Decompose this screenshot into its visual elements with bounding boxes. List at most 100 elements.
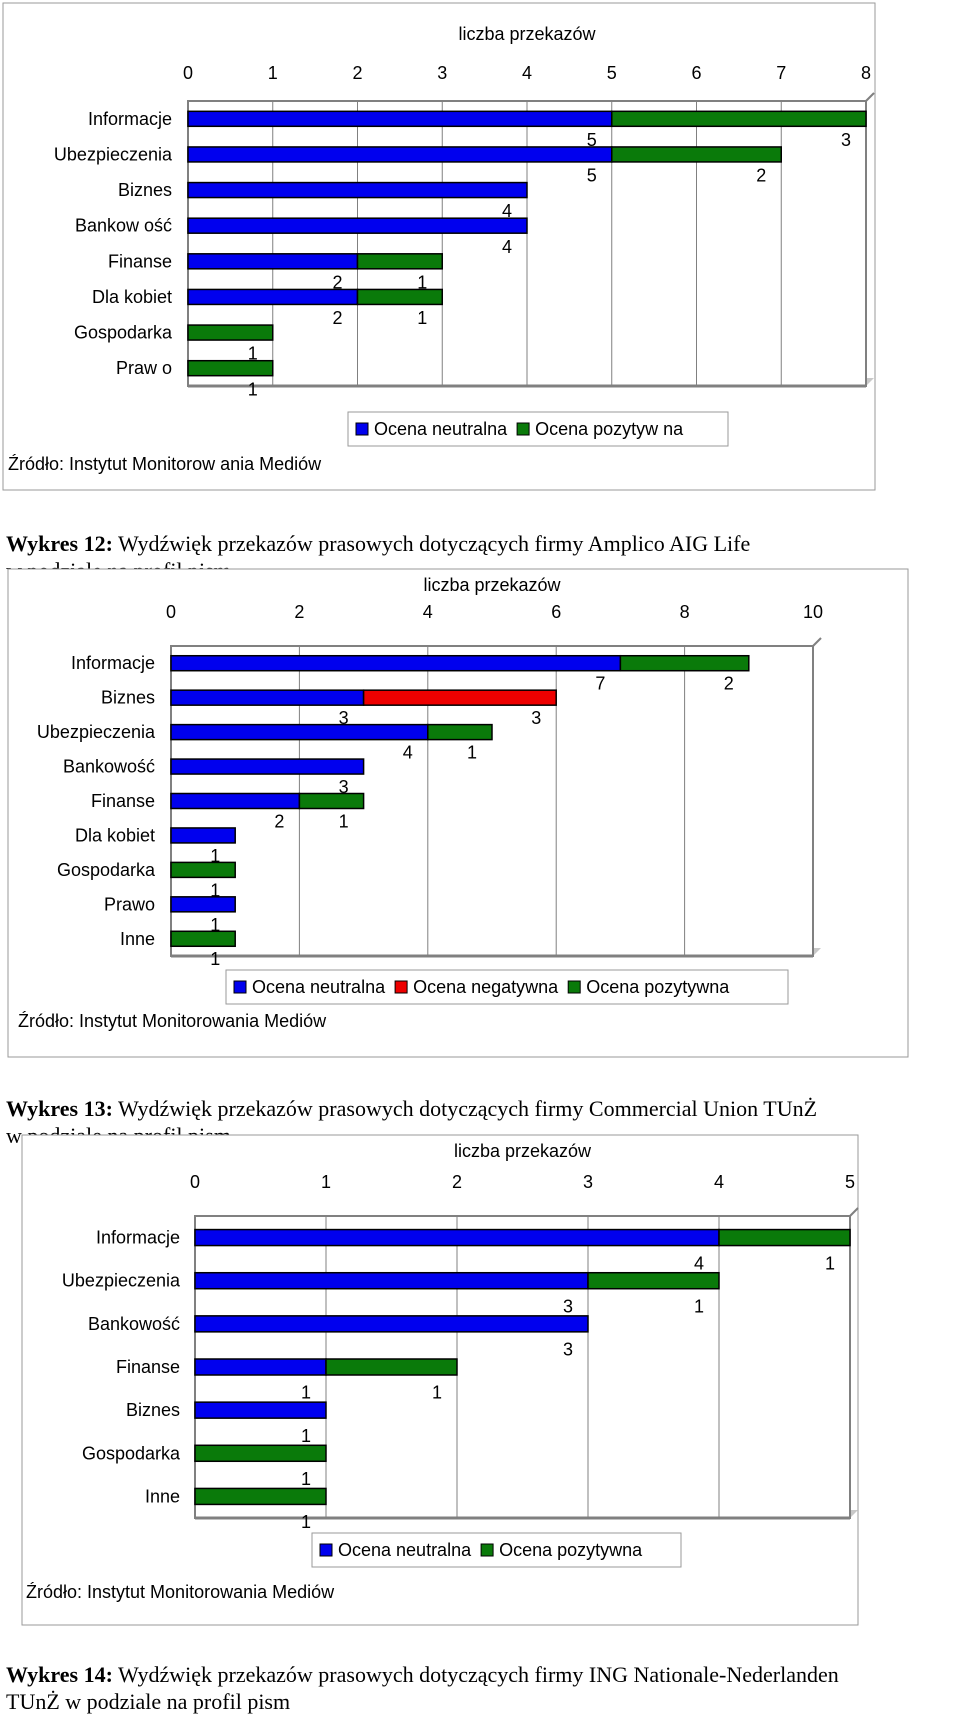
- bar-segment: [170, 861, 236, 879]
- bar-segment: [187, 359, 274, 377]
- data-label: 3: [531, 708, 541, 728]
- source-note: Źródło: Instytut Monitorowania Mediów: [18, 1011, 327, 1031]
- chart-12: liczba przekazów 0 1 2 3 4 5 6 7 8 Informacje 5 3 Ube…: [2, 2, 876, 491]
- legend-box: [225, 969, 789, 1005]
- bar-segment: [325, 1358, 458, 1376]
- legend-label: Ocena neutralna: [252, 977, 386, 997]
- x-tick-label: 2: [352, 63, 362, 83]
- caption-label-14: Wykres 14:: [6, 1662, 113, 1687]
- legend-label: Ocena neutralna: [374, 419, 508, 439]
- plot-edge: [865, 92, 875, 102]
- x-tick-label: 6: [551, 602, 561, 622]
- plot-edge: [812, 637, 822, 647]
- bar-segment: [362, 689, 557, 706]
- bar-segment: [170, 896, 236, 913]
- data-label: 4: [502, 237, 512, 257]
- category-label: Ubezpieczenia: [54, 144, 173, 164]
- legend-label: Ocena neutralna: [338, 1540, 472, 1560]
- data-label: 1: [467, 743, 477, 763]
- data-label: 5: [587, 166, 597, 186]
- category-label: Gospodarka: [57, 860, 156, 880]
- data-label: 5: [587, 130, 597, 150]
- data-label: 2: [332, 308, 342, 328]
- category-label: Ubezpieczenia: [37, 722, 156, 742]
- category-label: Inne: [120, 929, 155, 949]
- source-note: Źródło: Instytut Monitorow ania Mediów: [8, 454, 322, 474]
- legend-label: Ocena negatywna: [413, 977, 559, 997]
- legend-label: Ocena pozytyw na: [535, 419, 684, 439]
- legend-swatch: [567, 980, 581, 994]
- bar-segment: [194, 1228, 720, 1247]
- data-label: 1: [417, 308, 427, 328]
- category-label: Informacje: [96, 1228, 180, 1248]
- data-label: 4: [502, 201, 512, 221]
- data-label: 1: [301, 1512, 311, 1532]
- x-tick-label: 3: [437, 63, 447, 83]
- x-tick-label: 0: [183, 63, 193, 83]
- bar-segment: [194, 1444, 327, 1463]
- data-label: 7: [595, 674, 605, 694]
- legend-label: Ocena pozytywna: [586, 977, 730, 997]
- data-label: 4: [694, 1253, 704, 1273]
- x-tick-label: 10: [803, 602, 823, 622]
- data-label: 4: [403, 743, 413, 763]
- data-label: 1: [210, 915, 220, 935]
- plot-edge: [849, 1207, 859, 1217]
- data-label: 1: [248, 344, 258, 364]
- data-label: 1: [248, 379, 258, 399]
- legend-swatch: [355, 422, 369, 436]
- x-tick-label: 2: [294, 602, 304, 622]
- bar-segment: [187, 181, 528, 199]
- data-label: 2: [274, 811, 284, 831]
- x-tick-label: 0: [166, 602, 176, 622]
- data-label: 3: [563, 1296, 573, 1316]
- data-label: 1: [210, 846, 220, 866]
- chart-caption-14: Wykres 14: Wydźwięk przekazów prasowych …: [6, 1634, 956, 1715]
- category-label: Informacje: [88, 109, 172, 129]
- legend-box: [347, 411, 729, 447]
- bar-segment: [427, 723, 493, 741]
- bar-segment: [170, 758, 365, 775]
- data-label: 2: [724, 674, 734, 694]
- data-label: 2: [332, 272, 342, 292]
- data-label: 3: [841, 130, 851, 150]
- caption-label-12: Wykres 12:: [6, 531, 113, 556]
- x-tick-label: 8: [680, 602, 690, 622]
- bar-segment: [298, 792, 365, 810]
- bar-segment: [194, 1401, 327, 1419]
- bar-segment: [619, 654, 750, 672]
- category-label: Dla kobiet: [92, 287, 172, 307]
- bar-segment: [356, 253, 443, 270]
- data-label: 1: [694, 1296, 704, 1316]
- bar-segment: [587, 1271, 720, 1290]
- bar-segment: [611, 110, 867, 128]
- x-tick-label: 6: [691, 63, 701, 83]
- legend-box: [311, 1532, 682, 1568]
- x-tick-label: 5: [607, 63, 617, 83]
- x-tick-label: 5: [845, 1172, 855, 1192]
- category-label: Finanse: [108, 251, 172, 271]
- category-label: Informacje: [71, 653, 155, 673]
- category-label: Biznes: [101, 688, 155, 708]
- x-tick-label: 1: [321, 1172, 331, 1192]
- bar-segment: [194, 1271, 589, 1290]
- chart-panel-12: liczba przekazów 0 1 2 3 4 5 6 7 8 Informacje 5 3 Ube…: [0, 0, 960, 583]
- x-tick-label: 4: [522, 63, 532, 83]
- category-label: Gospodarka: [74, 323, 173, 343]
- category-label: Bankowość: [63, 757, 155, 777]
- bar-segment: [356, 288, 443, 306]
- x-tick-label: 1: [268, 63, 278, 83]
- data-label: 3: [563, 1340, 573, 1360]
- data-label: 1: [432, 1383, 442, 1403]
- x-tick-label: 8: [861, 63, 871, 83]
- category-label: Ubezpieczenia: [62, 1271, 181, 1291]
- bar-segment: [611, 146, 782, 163]
- data-label: 1: [339, 811, 349, 831]
- bar-segment: [170, 930, 236, 948]
- x-axis-title: liczba przekazów: [454, 1141, 592, 1161]
- legend-swatch: [480, 1543, 494, 1557]
- data-label: 3: [339, 777, 349, 797]
- chart-14: liczba przekazów 0 1 2 3 4 5 Informacje 4 1 Ubezpi…: [21, 1134, 859, 1626]
- chart-13: liczba przekazów 0 2 4 6 8 10 Informacje 7 2 Bizne…: [7, 568, 909, 1058]
